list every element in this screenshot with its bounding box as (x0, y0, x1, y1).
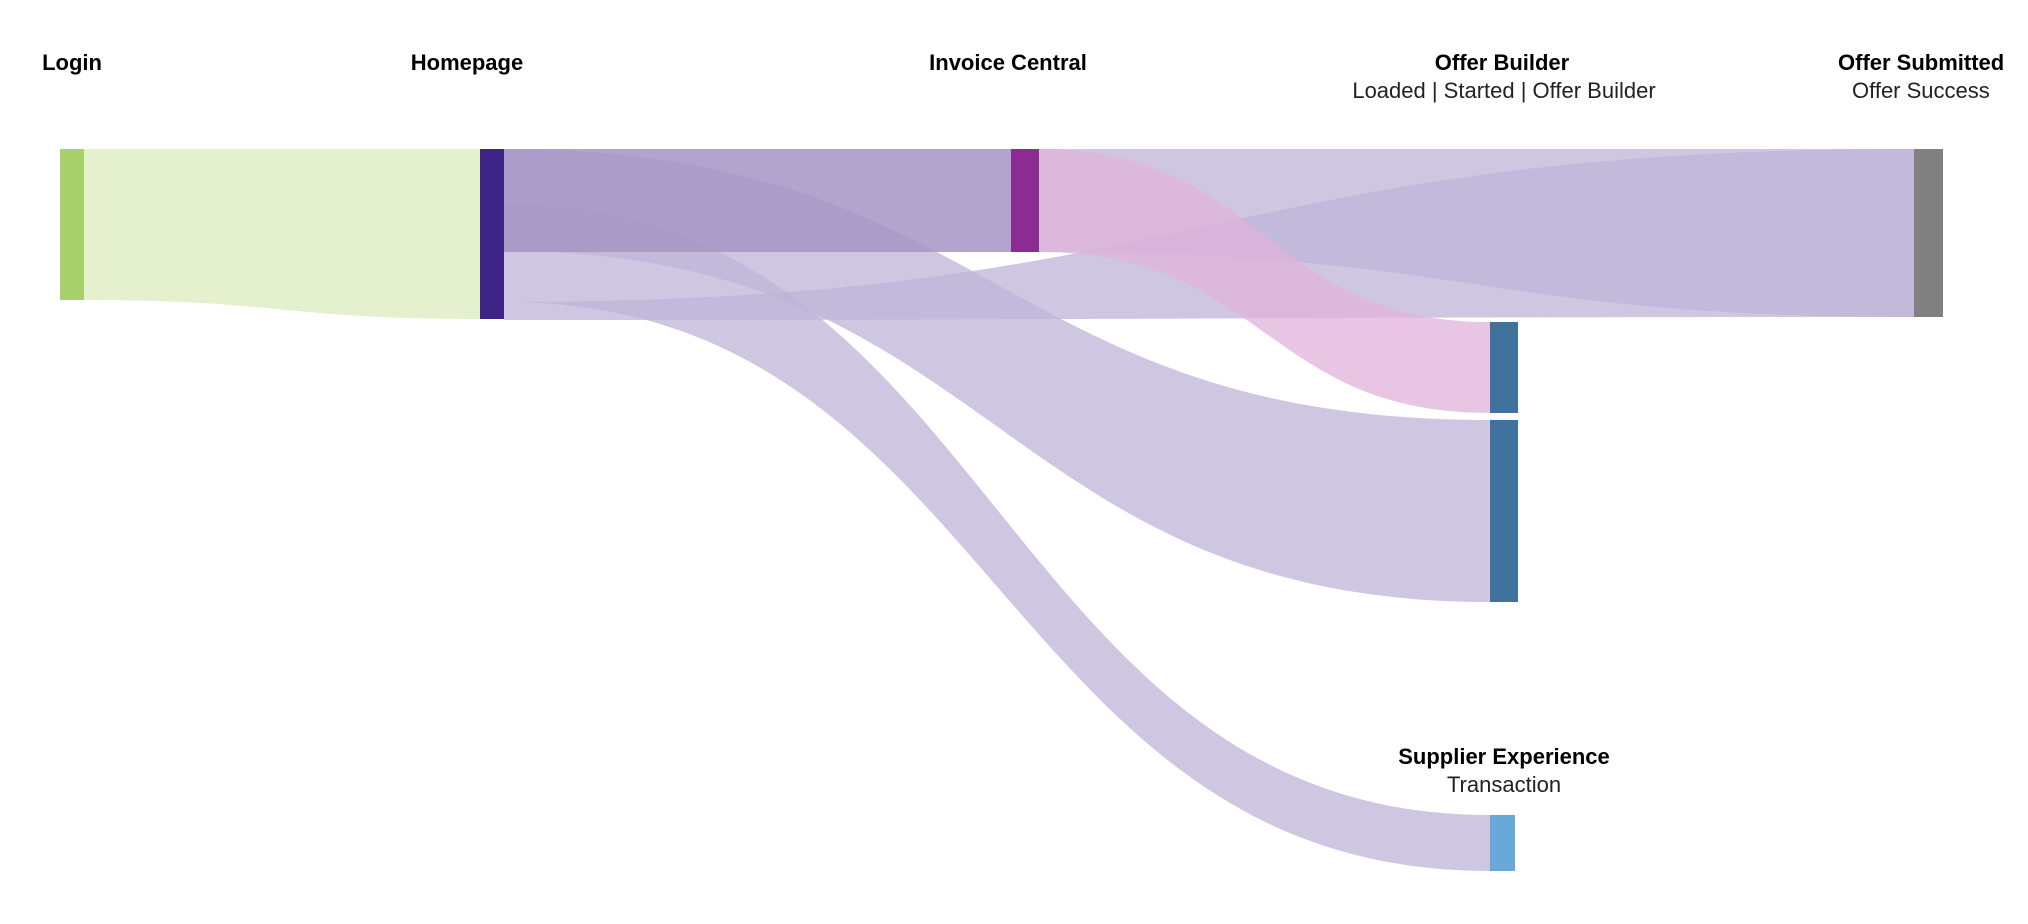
node-offer-builder-a (1490, 322, 1518, 413)
link-invoice-to-offer_builder_a (1039, 149, 1490, 413)
node-login (60, 149, 84, 300)
stage-title-login: Login (42, 50, 102, 75)
node-supplier (1490, 815, 1515, 871)
node-offer-submitted (1914, 149, 1943, 317)
stage-subtitle-supplier-experience: Transaction (1447, 772, 1561, 797)
node-homepage (480, 149, 504, 319)
stage-title-homepage: Homepage (411, 50, 523, 75)
link-homepage-to-invoice (504, 149, 1011, 252)
link-login-to-homepage (84, 149, 480, 319)
link-invoice-to-offer_submitted (1039, 149, 1914, 317)
stage-title-offer-submitted: Offer Submitted (1838, 50, 2004, 75)
stage-subtitle-offer-builder: Loaded | Started | Offer Builder (1352, 78, 1655, 103)
link-homepage-to-supplier (504, 204, 1490, 871)
stage-title-supplier-experience: Supplier Experience (1398, 744, 1610, 769)
node-offer-builder-b (1490, 420, 1518, 602)
nodes-layer (60, 149, 1943, 871)
links-layer (84, 149, 1914, 871)
stage-title-invoice-central: Invoice Central (929, 50, 1087, 75)
stage-subtitle-offer-submitted: Offer Success (1852, 78, 1990, 103)
node-invoice (1011, 149, 1039, 252)
labels-layer: Login Homepage Invoice Central Offer Bui… (42, 50, 2004, 797)
stage-title-offer-builder: Offer Builder (1435, 50, 1570, 75)
link-homepage-to-offer_builder_b (504, 149, 1490, 602)
